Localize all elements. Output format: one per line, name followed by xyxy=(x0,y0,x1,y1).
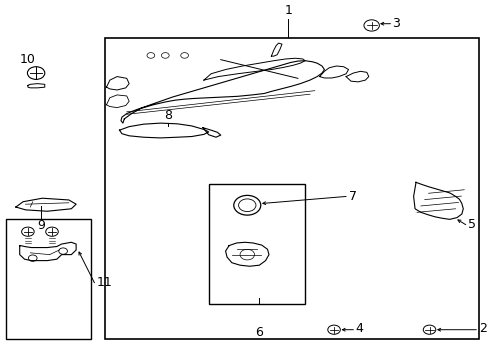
Text: 8: 8 xyxy=(163,109,171,122)
Text: 5: 5 xyxy=(467,218,475,231)
Text: 10: 10 xyxy=(20,53,36,66)
Bar xyxy=(208,184,305,304)
Bar xyxy=(105,38,478,339)
Text: 9: 9 xyxy=(38,219,45,232)
Text: 6: 6 xyxy=(255,326,263,339)
Bar xyxy=(6,219,90,339)
Text: 11: 11 xyxy=(97,276,112,289)
Text: 4: 4 xyxy=(355,322,363,335)
Text: 1: 1 xyxy=(284,4,292,17)
Text: 7: 7 xyxy=(348,190,356,203)
Text: 2: 2 xyxy=(478,322,486,335)
Text: 3: 3 xyxy=(391,17,399,30)
